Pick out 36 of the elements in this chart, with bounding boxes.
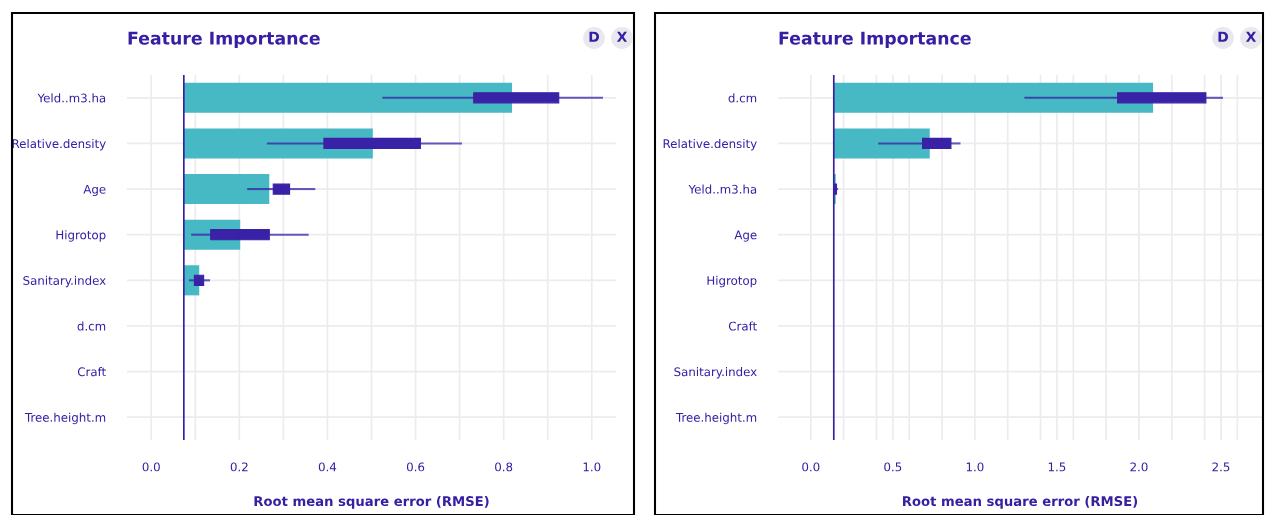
- x-tick-label: 0.2: [230, 462, 248, 472]
- chart-title: Feature Importance: [128, 31, 320, 49]
- y-tick-label: Higrotop: [56, 230, 106, 242]
- text: D: [1218, 31, 1229, 42]
- x-tick-label: 1.0: [966, 462, 984, 472]
- x-tick-label: 2.0: [1130, 462, 1148, 472]
- y-tick-label: Sanitary.index: [23, 275, 106, 288]
- y-tick-label: Higrotop: [707, 275, 757, 288]
- x-tick-label: 0.0: [802, 462, 820, 472]
- y-tick-label: Sanitary.index: [674, 367, 757, 379]
- y-tick-label: d.cm: [77, 321, 106, 331]
- text: X: [1245, 31, 1257, 42]
- y-tick-label: Age: [734, 230, 757, 242]
- x-tick-label: 0.4: [318, 462, 337, 472]
- y-tick-label: Relative.density: [663, 138, 757, 151]
- chart-title: Feature Importance: [779, 31, 971, 49]
- y-tick-label: Relative.density: [12, 138, 106, 151]
- text: D: [589, 31, 600, 42]
- y-tick-label: Yeld..m3.ha: [688, 184, 757, 194]
- x-tick-label: 0.6: [406, 462, 425, 472]
- y-tick-label: Age: [83, 184, 106, 196]
- x-tick-label: 0.5: [884, 462, 902, 472]
- x-tick-label: 0.0: [142, 462, 160, 472]
- text: X: [616, 31, 628, 42]
- y-tick-label: Craft: [728, 321, 757, 331]
- x-tick-label: 2.5: [1212, 462, 1230, 472]
- y-tick-label: Craft: [77, 367, 106, 377]
- x-axis-title: Root mean square error (RMSE): [903, 495, 1138, 509]
- y-tick-label: d.cm: [728, 93, 757, 103]
- x-axis-title: Root mean square error (RMSE): [254, 495, 489, 509]
- y-tick-label: Yeld..m3.ha: [37, 93, 106, 103]
- x-tick-label: 1.5: [1048, 462, 1066, 472]
- y-tick-label: Tree.height.m: [24, 412, 106, 425]
- x-tick-label: 0.8: [495, 462, 513, 472]
- x-tick-label: 1.0: [583, 462, 601, 472]
- y-tick-label: Tree.height.m: [675, 412, 757, 425]
